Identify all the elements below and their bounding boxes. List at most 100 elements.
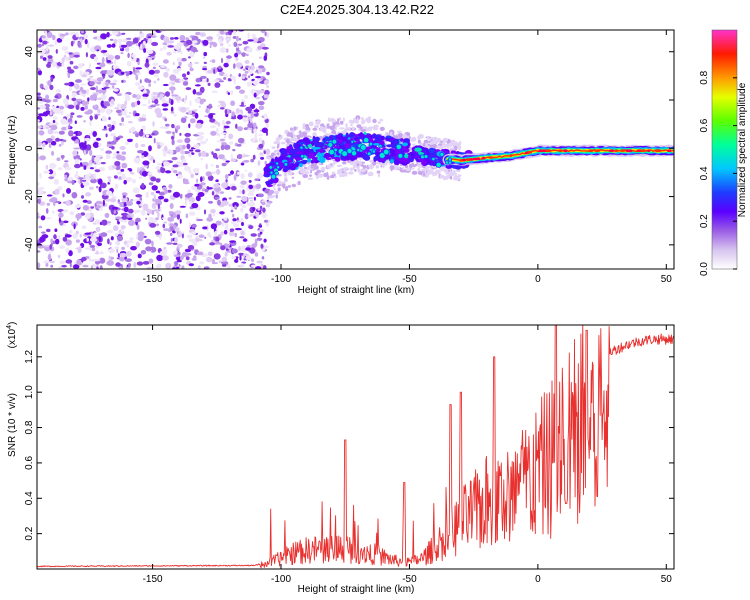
noise-blob [212,213,216,217]
noise-blob [119,203,124,208]
halo-blob [337,164,342,167]
noise-blob [189,118,196,124]
noise-blob [230,185,237,191]
bright-spot [431,156,436,162]
noise-blob [108,248,115,254]
noise-blob [162,255,169,261]
bright-spot [447,157,453,162]
halo-blob [375,165,379,169]
noise-blob [102,52,110,57]
noise-blob [182,144,186,150]
bright-spot [366,151,372,157]
noise-blob [121,80,124,83]
noise-blob [110,133,116,137]
noise-blob [106,31,110,38]
hot-spot [588,149,594,152]
noise-blob [244,169,248,172]
noise-blob [40,215,46,221]
noise-blob [44,85,49,91]
noise-blob [151,41,159,47]
halo-blob [408,163,413,168]
noise-blob [258,224,263,228]
halo-blob [417,171,424,175]
noise-blob [61,46,69,51]
halo-blob [366,143,369,148]
noise-blob [98,257,106,264]
noise-blob [171,88,174,95]
noise-blob [252,138,255,143]
noise-blob [237,126,243,132]
noise-blob [47,80,52,87]
noise-blob [182,81,189,86]
noise-blob [263,113,268,120]
noise-blob [222,158,227,161]
noise-blob [61,155,64,160]
halo-blob [334,175,337,179]
noise-blob [151,185,158,191]
y-tick-label: 0.8 [24,420,35,434]
noise-blob [125,115,132,118]
noise-blob [242,40,249,45]
noise-blob [258,143,264,149]
noise-blob [75,213,82,219]
halo-blob [327,117,331,122]
noise-blob [114,161,121,166]
noise-blob [180,117,187,124]
bright-spot [371,149,376,154]
noise-blob [209,118,216,123]
noise-blob [39,104,46,110]
noise-blob [228,44,231,47]
noise-blob [258,56,262,59]
noise-blob [152,95,156,99]
noise-blob [116,235,124,242]
noise-blob [167,216,175,222]
noise-blob [166,242,174,245]
noise-blob [37,67,41,71]
halo-blob [377,121,381,124]
noise-blob [148,258,154,264]
halo-blob [331,164,334,168]
noise-blob [198,234,205,238]
noise-blob [243,115,248,118]
noise-blob [45,262,49,267]
noise-blob [50,264,54,268]
noise-blob [121,212,128,217]
noise-blob [245,247,251,251]
halo-blob [276,141,281,145]
y-tick-label: 0 [24,145,35,151]
noise-blob [139,117,147,122]
noise-blob [160,166,163,171]
noise-blob [188,123,191,129]
noise-blob [264,160,267,165]
ridge-blob [374,155,379,161]
noise-blob [94,166,97,169]
noise-blob [252,207,256,211]
noise-blob [239,188,242,195]
noise-blob [95,200,103,205]
noise-blob [162,186,168,191]
bright-spot [300,154,305,159]
noise-blob [141,104,147,106]
noise-blob [187,62,193,68]
noise-blob [211,171,217,175]
noise-blob [265,148,271,155]
noise-blob [75,104,80,110]
noise-blob [37,125,42,129]
noise-blob [118,40,121,47]
noise-blob [253,196,256,201]
noise-blob [200,75,207,79]
noise-blob [184,248,191,253]
snr-y-scale-base: (x10 [7,328,18,348]
halo-blob [287,185,291,188]
noise-blob [248,180,252,183]
noise-blob [100,100,105,107]
noise-blob [64,166,72,171]
halo-blob [305,127,311,131]
noise-blob [192,109,198,112]
noise-blob [120,52,124,55]
noise-blob [73,54,80,58]
ridge-blob [392,138,400,145]
noise-blob [118,266,123,269]
noise-blob [240,263,245,268]
noise-blob [70,40,74,47]
